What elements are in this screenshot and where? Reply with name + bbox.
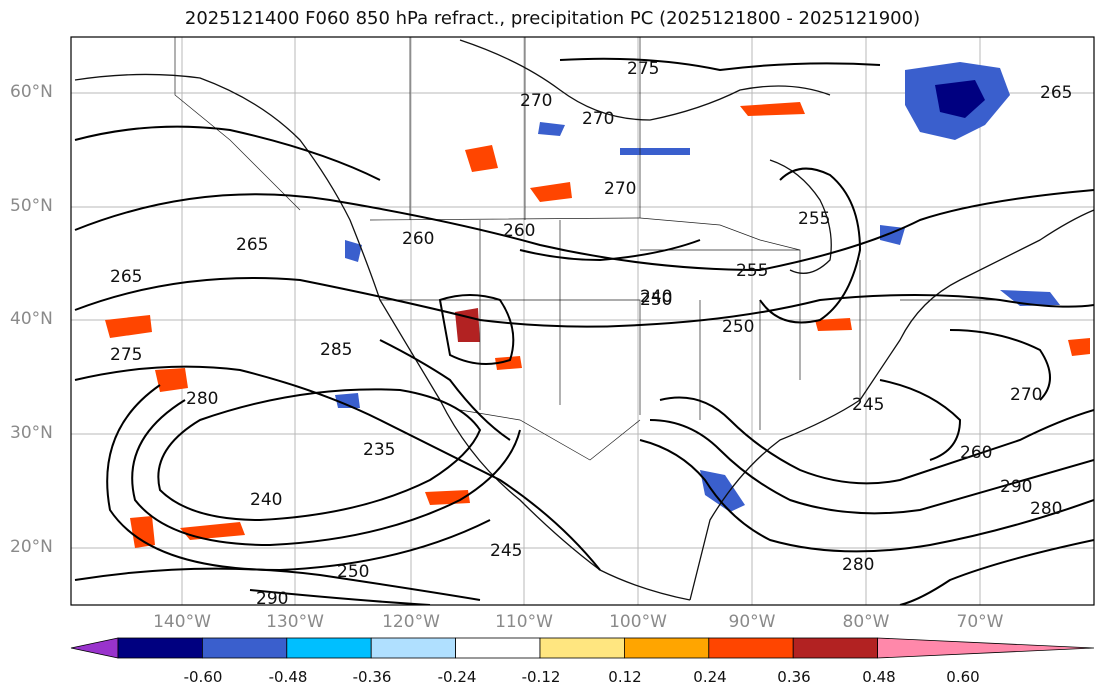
contour-labels: 275 270 270 270 265 265 265 260 260 255 … xyxy=(110,59,1072,609)
colorbar-tick: 0.36 xyxy=(777,668,811,686)
colorbar-segment xyxy=(792,637,879,659)
lon-label-140w: 140°W xyxy=(153,612,211,632)
contour-label: 245 xyxy=(490,541,522,561)
contour-label: 250 xyxy=(640,290,672,310)
colorbar-extend-low xyxy=(70,637,119,659)
colorbar-tick: 0.48 xyxy=(862,668,896,686)
colorbar-segment xyxy=(708,637,794,659)
coastlines xyxy=(74,39,1094,601)
contour-label: 250 xyxy=(722,317,754,337)
contour-label: 265 xyxy=(236,235,268,255)
colorbar-tick: 0.24 xyxy=(693,668,727,686)
colorbar-segment xyxy=(455,637,541,659)
contour-label: 270 xyxy=(1010,385,1042,405)
contour-label: 290 xyxy=(1000,477,1032,497)
lat-label-60n: 60°N xyxy=(10,82,53,102)
contour-label: 265 xyxy=(1040,83,1072,103)
colorbar-tick: -0.24 xyxy=(437,668,477,686)
contour-label: 240 xyxy=(640,287,672,307)
contour-label: 270 xyxy=(582,109,614,129)
contour-label: 280 xyxy=(842,555,874,575)
colorbar-segment xyxy=(539,637,625,659)
contour-label: 285 xyxy=(320,340,352,360)
lat-label-30n: 30°N xyxy=(10,423,53,443)
lat-label-50n: 50°N xyxy=(10,196,53,216)
map-title: 2025121400 F060 850 hPa refract., precip… xyxy=(184,8,921,29)
colorbar-segment xyxy=(117,637,203,659)
contour-label: 255 xyxy=(798,209,830,229)
lon-label-70w: 70°W xyxy=(956,612,1004,632)
lat-label-20n: 20°N xyxy=(10,537,53,557)
graticule xyxy=(71,37,1094,605)
colorbar-segment xyxy=(286,637,372,659)
lon-label-90w: 90°W xyxy=(728,612,776,632)
contour-label: 245 xyxy=(852,395,884,415)
refractivity-contours xyxy=(74,57,1094,605)
colorbar-extend-high xyxy=(877,637,1095,659)
colorbar xyxy=(70,637,1095,659)
colorbar-tick: 0.60 xyxy=(946,668,980,686)
precip-fills xyxy=(105,62,1090,548)
contour-label: 275 xyxy=(627,59,659,79)
lon-label-110w: 110°W xyxy=(495,612,553,632)
colorbar-segment xyxy=(624,637,710,659)
contour-label: 260 xyxy=(960,443,992,463)
contour-label: 255 xyxy=(736,261,768,281)
contour-label: 275 xyxy=(110,345,142,365)
contour-label: 270 xyxy=(520,91,552,111)
colorbar-segment xyxy=(370,637,457,659)
contour-label: 265 xyxy=(110,267,142,287)
colorbar-tick: -0.48 xyxy=(268,668,308,686)
contour-label: 280 xyxy=(1030,499,1062,519)
contour-label: 260 xyxy=(402,229,434,249)
map-frame xyxy=(70,36,1095,606)
contour-label: 240 xyxy=(250,490,282,510)
colorbar-tick: -0.36 xyxy=(352,668,392,686)
contour-label: 250 xyxy=(337,562,369,582)
lon-label-100w: 100°W xyxy=(609,612,667,632)
colorbar-segment xyxy=(201,637,288,659)
colorbar-tick: -0.12 xyxy=(521,668,561,686)
contour-label: 280 xyxy=(186,389,218,409)
lon-label-80w: 80°W xyxy=(842,612,890,632)
lat-label-40n: 40°N xyxy=(10,309,53,329)
colorbar-tick: 0.12 xyxy=(608,668,642,686)
contour-label: 270 xyxy=(604,179,636,199)
contour-label: 260 xyxy=(503,221,535,241)
colorbar-tick: -0.60 xyxy=(183,668,223,686)
lon-label-130w: 130°W xyxy=(266,612,324,632)
contour-label: 235 xyxy=(363,440,395,460)
contour-label: 290 xyxy=(256,589,288,609)
lon-label-120w: 120°W xyxy=(382,612,440,632)
